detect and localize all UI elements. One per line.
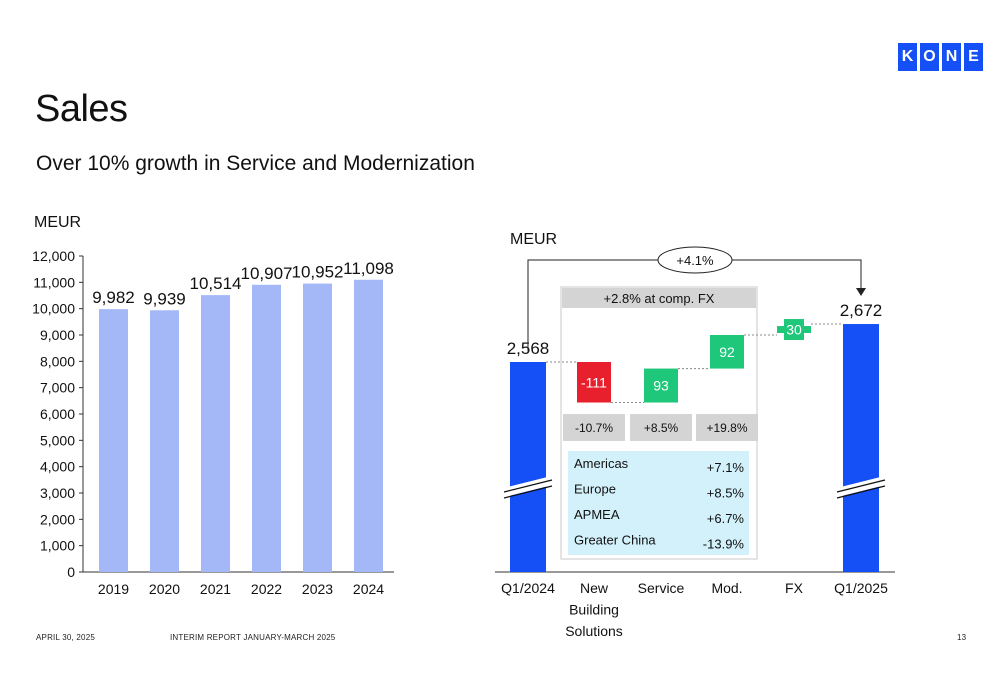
x-category-label: 2024 — [353, 581, 384, 597]
region-growth-value: +7.1% — [707, 460, 745, 475]
x-category-label: 2021 — [200, 581, 231, 597]
kone-logo: K O N E — [898, 43, 983, 71]
segment-growth-label: +8.5% — [644, 421, 679, 435]
x-category-label: Mod. — [711, 580, 742, 596]
sales-bar — [201, 295, 230, 572]
logo-letter-k: K — [898, 43, 917, 71]
y-tick-label: 9,000 — [40, 327, 75, 343]
x-category-label: 2019 — [98, 581, 129, 597]
end-total-bar — [843, 324, 879, 572]
comparable-fx-header — [562, 288, 756, 308]
x-category-label: FX — [785, 580, 804, 596]
region-growth-value: -13.9% — [703, 537, 745, 552]
page-subtitle: Over 10% growth in Service and Moderniza… — [36, 152, 475, 175]
x-category-label: Building — [569, 602, 619, 618]
y-tick-label: 5,000 — [40, 432, 75, 448]
change-value-label: 93 — [653, 378, 669, 394]
annual-sales-chart: 0 1,000 2,000 3,000 4,000 5,000 6,000 7,000 8,00… — [32, 248, 394, 597]
bar-value-label: 10,907 — [241, 264, 293, 283]
y-tick-label: 1,000 — [40, 538, 75, 554]
x-category-label: Solutions — [565, 623, 623, 639]
bar-value-label: 9,939 — [143, 289, 186, 308]
region-name: APMEA — [574, 507, 620, 522]
bar-value-label: 10,514 — [190, 274, 242, 293]
bar-value-label: 11,098 — [343, 259, 394, 278]
regional-growth-box — [568, 451, 749, 555]
sales-bar — [252, 284, 281, 572]
region-name: Americas — [574, 456, 629, 471]
logo-letter-e: E — [964, 43, 983, 71]
region-growth-value: +8.5% — [707, 486, 745, 501]
total-change-arrowhead — [856, 288, 866, 296]
change-value-label: 92 — [719, 344, 735, 360]
page-title: Sales — [35, 88, 128, 130]
segment-growth-box — [696, 414, 758, 441]
quarterly-bridge-unit-label: MEUR — [510, 231, 558, 248]
fx-change-bar-cap — [784, 319, 804, 340]
x-category-label: 2020 — [149, 581, 180, 597]
y-tick-label: 3,000 — [40, 485, 75, 501]
logo-letter-o: O — [920, 43, 939, 71]
footer-date: APRIL 30, 2025 — [36, 633, 95, 642]
footer-page-number: 13 — [957, 633, 967, 642]
sales-bar — [150, 310, 179, 572]
sales-bar — [99, 309, 128, 572]
total-change-label: +4.1% — [676, 253, 714, 268]
axis-break-line — [503, 485, 553, 499]
x-category-label: 2022 — [251, 581, 282, 597]
x-category-label: Q1/2024 — [501, 580, 555, 596]
y-tick-label: 2,000 — [40, 511, 75, 527]
y-tick-label: 8,000 — [40, 353, 75, 369]
y-tick-label: 4,000 — [40, 459, 75, 475]
y-tick-label: 6,000 — [40, 406, 75, 422]
x-category-label: New — [580, 580, 609, 596]
axis-break-line — [836, 485, 886, 499]
logo-letter-n: N — [942, 43, 961, 71]
sales-bar — [303, 283, 332, 572]
footer-report-title: INTERIM REPORT JANUARY-MARCH 2025 — [170, 633, 336, 642]
bar-value-label: 9,982 — [92, 288, 135, 307]
start-total-bar — [510, 362, 546, 572]
segment-growth-label: -10.7% — [575, 421, 613, 435]
x-category-label: 2023 — [302, 581, 333, 597]
total-change-badge — [657, 246, 733, 274]
change-bar — [710, 334, 744, 369]
axis-break-line — [503, 479, 553, 493]
segment-growth-box — [630, 414, 692, 441]
change-bar — [644, 368, 678, 403]
change-bar — [577, 362, 611, 403]
region-growth-value: +6.7% — [707, 511, 745, 526]
y-tick-label: 0 — [67, 564, 75, 580]
bar-value-label: 2,672 — [840, 301, 883, 320]
bar-value-label: 10,952 — [292, 263, 344, 282]
x-category-label: Service — [638, 580, 685, 596]
x-category-label: Q1/2025 — [834, 580, 888, 596]
comparable-fx-label: +2.8% at comp. FX — [604, 291, 715, 306]
axis-break-line — [836, 479, 886, 493]
y-tick-label: 7,000 — [40, 380, 75, 396]
y-tick-label: 12,000 — [32, 248, 75, 264]
change-value-label: 30 — [786, 322, 802, 338]
y-tick-label: 11,000 — [33, 274, 75, 290]
segment-growth-label: +19.8% — [706, 421, 747, 435]
segment-growth-box — [563, 414, 625, 441]
change-value-label: -111 — [581, 374, 607, 390]
annual-sales-unit-label: MEUR — [34, 214, 82, 231]
y-tick-label: 10,000 — [32, 301, 75, 317]
region-name: Greater China — [574, 533, 656, 548]
region-name: Europe — [574, 482, 616, 497]
sales-bar — [354, 279, 383, 572]
